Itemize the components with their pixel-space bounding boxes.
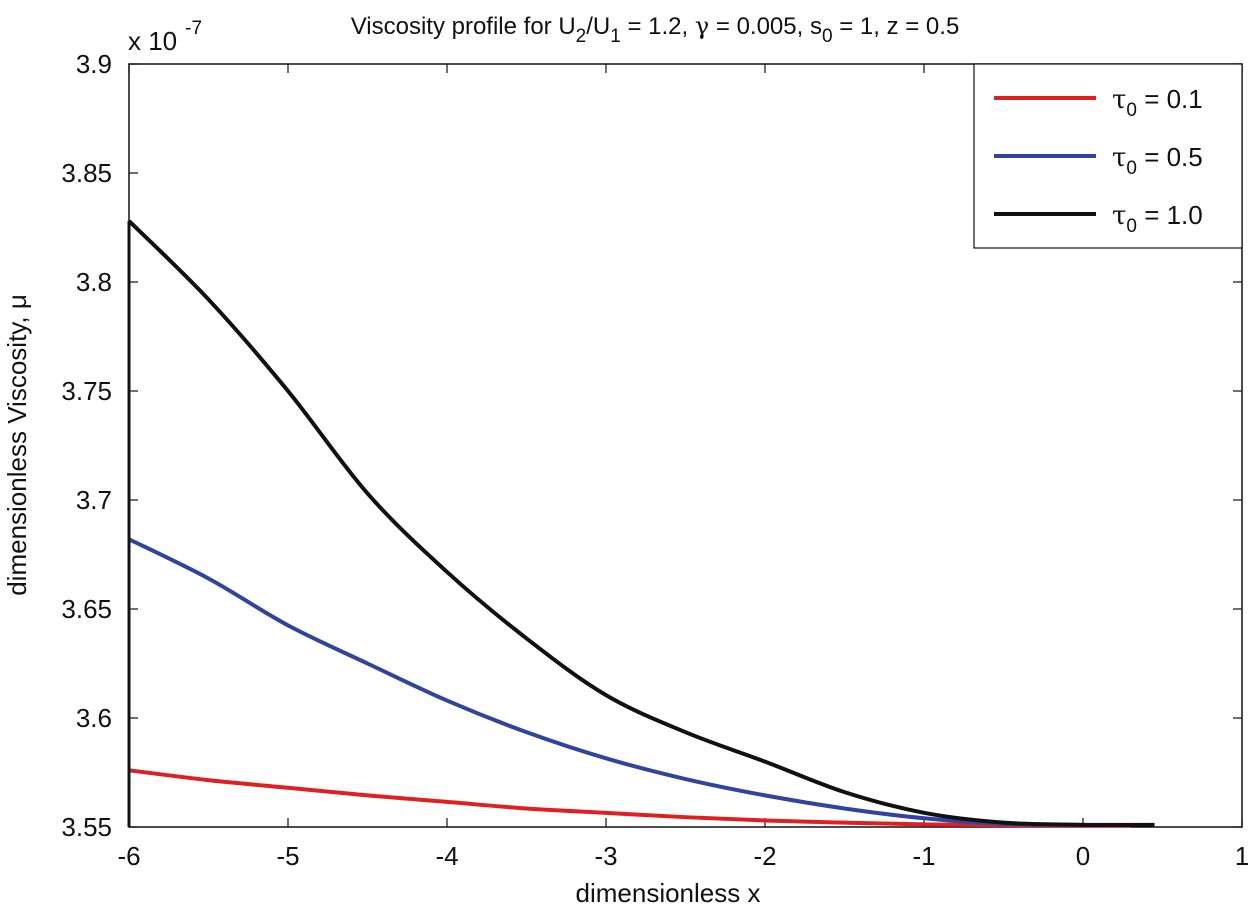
legend-label-tau-1.0: τ0 = 1.0 [1112,200,1203,237]
series-line-3 [127,219,1155,827]
x-tick-label: -4 [435,841,458,871]
x-tick-label: -6 [117,841,140,871]
y-tick-label: 3.8 [76,267,112,297]
y-tick-label: 3.85 [61,158,112,188]
axis-ticks: -6 -5 -4 -3 -2 -1 0 1 3.55 3.6 3.65 3.7 3.75 3.8 3.85 3… [61,49,1249,871]
x-axis-label: dimensionless x [576,878,761,908]
legend-label-tau-0.1: τ0 = 0.1 [1112,84,1203,121]
x-tick-label: 0 [1076,841,1090,871]
legend-label-tau-0.5: τ0 = 0.5 [1112,142,1203,179]
y-tick-label: 3.75 [61,376,112,406]
y-tick-label: 3.6 [76,703,112,733]
y-tick-label: 3.9 [76,49,112,79]
y-tick-label: 3.65 [61,594,112,624]
chart-title: Viscosity profile for U2/U1 = 1.2, γ = 0… [351,12,960,47]
x-tick-label: -5 [276,841,299,871]
series-lines [127,219,1155,828]
x-tick-label: -1 [912,841,935,871]
y-tick-label: 3.55 [61,812,112,842]
series-line-1 [128,768,1131,828]
y-axis-label: dimensionless Viscosity, μ [2,294,32,596]
x-tick-label: -2 [753,841,776,871]
series-line-2 [128,537,1131,827]
x-tick-label: -3 [594,841,617,871]
legend: τ0 = 0.1 τ0 = 0.5 τ0 = 1.0 [973,63,1243,249]
x-tick-label: 1 [1235,841,1249,871]
y-tick-label: 3.7 [76,485,112,515]
y-multiplier: x 10 -7 [128,18,202,56]
